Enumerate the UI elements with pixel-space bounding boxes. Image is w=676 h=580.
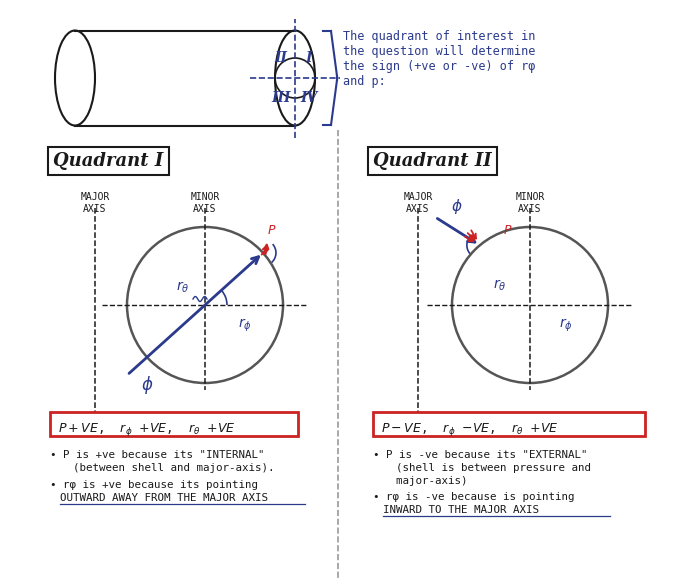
Text: $P-VE$,  $r_\phi$ $-VE$,  $r_\theta$ $+VE$: $P-VE$, $r_\phi$ $-VE$, $r_\theta$ $+VE$ — [381, 421, 558, 438]
Text: MAJOR
AXIS: MAJOR AXIS — [80, 192, 110, 213]
Text: (shell is between pressure and: (shell is between pressure and — [383, 463, 591, 473]
Text: I: I — [306, 51, 312, 65]
Text: major-axis): major-axis) — [383, 476, 468, 486]
Text: • P is -ve because its "EXTERNAL": • P is -ve because its "EXTERNAL" — [373, 450, 587, 460]
Text: $r_\theta$: $r_\theta$ — [493, 277, 507, 293]
Text: Quadrant II: Quadrant II — [373, 152, 491, 170]
Text: MAJOR
AXIS: MAJOR AXIS — [404, 192, 433, 213]
Text: $P+VE$,  $r_\phi$ $+VE$,  $r_\theta$ $+VE$: $P+VE$, $r_\phi$ $+VE$, $r_\theta$ $+VE$ — [58, 421, 235, 438]
Text: • rφ is -ve because is pointing: • rφ is -ve because is pointing — [373, 492, 575, 502]
Text: • P is +ve because its "INTERNAL": • P is +ve because its "INTERNAL" — [50, 450, 264, 460]
Bar — [50, 412, 298, 436]
Text: OUTWARD AWAY FROM THE MAJOR AXIS: OUTWARD AWAY FROM THE MAJOR AXIS — [60, 493, 268, 503]
Text: The quadrant of interest in
the question will determine
the sign (+ve or -ve) of: The quadrant of interest in the question… — [343, 30, 535, 88]
Text: P: P — [267, 224, 274, 237]
Text: INWARD TO THE MAJOR AXIS: INWARD TO THE MAJOR AXIS — [383, 505, 539, 515]
Text: • rφ is +ve because its pointing: • rφ is +ve because its pointing — [50, 480, 258, 490]
Text: $\phi$: $\phi$ — [451, 198, 463, 216]
Text: P: P — [504, 224, 512, 237]
Text: IV: IV — [300, 91, 318, 105]
Text: MINOR
AXIS: MINOR AXIS — [515, 192, 545, 213]
Text: II: II — [274, 51, 287, 65]
Text: (between shell and major-axis).: (between shell and major-axis). — [60, 463, 274, 473]
Bar — [373, 412, 645, 436]
Text: $r_\phi$: $r_\phi$ — [238, 316, 252, 334]
Text: Quadrant I: Quadrant I — [53, 152, 163, 170]
Text: $r_\phi$: $r_\phi$ — [559, 316, 573, 334]
Text: $r_\theta$: $r_\theta$ — [176, 280, 190, 295]
Text: $\phi$: $\phi$ — [141, 374, 153, 396]
Text: MINOR
AXIS: MINOR AXIS — [191, 192, 220, 213]
Text: III: III — [271, 91, 291, 105]
